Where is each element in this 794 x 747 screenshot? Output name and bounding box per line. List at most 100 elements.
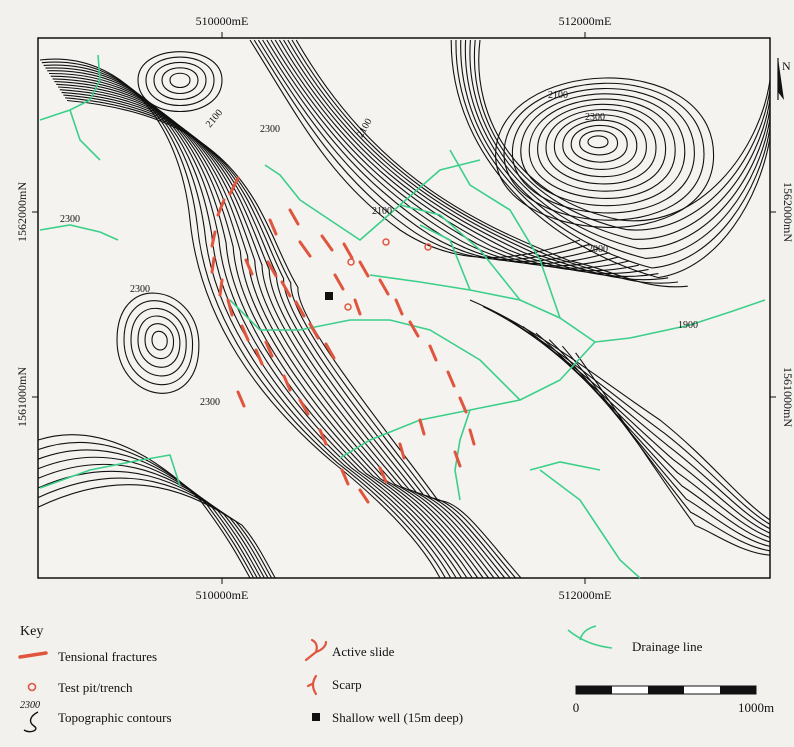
contour-line <box>579 130 619 156</box>
contour-label: 2100 <box>372 206 392 217</box>
tensional-fracture <box>282 374 292 392</box>
tensional-fracture <box>320 234 334 252</box>
contour-label: 2000 <box>588 244 608 255</box>
contour-line <box>561 345 771 552</box>
contour-line <box>63 94 511 579</box>
tensional-fracture <box>210 230 217 248</box>
contour-line <box>137 315 181 368</box>
drainage-line <box>369 274 596 343</box>
scale-bar: 0 1000m <box>573 685 774 715</box>
tensional-fracture <box>408 320 420 338</box>
contour-line <box>460 39 771 259</box>
contour-line <box>37 484 276 579</box>
tensional-fracture <box>324 342 336 360</box>
contour-line <box>495 77 715 228</box>
contour-line <box>450 39 771 279</box>
legend-contour-sample: 2300 <box>20 700 40 711</box>
contour-label: 2300 <box>130 284 150 295</box>
tensional-fracture <box>216 198 226 217</box>
contour-line <box>37 477 273 579</box>
contour-line <box>274 39 639 272</box>
tensional-fracture <box>333 273 345 291</box>
drainage-line <box>264 164 301 201</box>
test-pits <box>344 238 432 311</box>
tensional-fracture <box>288 208 300 226</box>
tensional-fracture <box>358 260 370 278</box>
top-easting-label: 510000mE <box>196 14 249 28</box>
drainage-symbol-icon <box>567 625 613 649</box>
contour-line <box>473 39 771 231</box>
shallow-well-symbol-icon <box>312 713 320 721</box>
legend-active-slide: Active slide <box>332 644 395 659</box>
drainage-line <box>39 224 119 241</box>
right-northing-label: 1561000mN <box>781 367 794 427</box>
contour-line <box>478 39 771 222</box>
contour-label: 2100 <box>548 90 568 101</box>
contour-line <box>137 51 223 112</box>
contour-line <box>116 292 200 394</box>
bottom-easting-label: 512000mE <box>559 588 612 602</box>
tensional-fracture <box>308 322 320 340</box>
test-pit <box>344 303 352 311</box>
contour-line <box>37 470 269 579</box>
contour-line <box>123 300 193 386</box>
tensional-fracture <box>210 256 216 274</box>
tensional-fracture <box>318 428 328 446</box>
contour-label: 2300 <box>260 124 280 135</box>
contour-label: 2300 <box>200 397 220 408</box>
left-northing-label: 1561000mN <box>15 367 29 427</box>
grid-ticks <box>32 32 776 584</box>
tensional-fracture <box>240 324 250 342</box>
drainage-line <box>39 54 101 121</box>
test-pit-symbol-icon <box>27 682 37 692</box>
legend-test-pit: Test pit/trench <box>58 680 133 695</box>
shallow-well-marker <box>325 292 333 300</box>
contour-line <box>537 103 667 192</box>
contour-line <box>455 39 771 269</box>
contour-line <box>161 67 199 94</box>
legend-key-title: Key <box>20 624 43 639</box>
contour-line <box>511 88 695 214</box>
test-pit <box>382 238 390 246</box>
tensional-fracture <box>468 428 476 446</box>
tensional-fracture <box>298 240 312 258</box>
drainage-line <box>69 109 101 161</box>
drainage-line <box>399 204 521 301</box>
scale-end: 1000m <box>738 700 774 715</box>
contour-line <box>587 135 609 149</box>
drainage-line <box>539 469 641 579</box>
contour-line <box>169 72 191 89</box>
contour-line <box>153 61 207 100</box>
contour-line <box>548 339 771 547</box>
drainage-line <box>594 299 766 343</box>
left-northing-label: 1562000mN <box>15 182 29 242</box>
contour-line <box>287 39 669 281</box>
contour-line <box>151 330 168 351</box>
right-northing-label: 1562000mN <box>781 182 794 242</box>
legend-drainage-line: Drainage line <box>632 639 703 654</box>
north-label: N <box>782 59 791 73</box>
contour-line <box>575 352 771 556</box>
tensional-fracture <box>458 396 468 414</box>
tensional-fracture <box>294 300 306 318</box>
tensional-fracture <box>236 390 246 408</box>
tensional-fracture <box>218 278 224 297</box>
tensional-fracture <box>268 218 278 236</box>
tensional-fracture <box>342 242 354 260</box>
contour-label: 2300 <box>60 214 80 225</box>
contour-line <box>562 119 638 170</box>
contour-line <box>144 323 175 360</box>
contour-label: 2300 <box>585 112 605 123</box>
tensional-fracture <box>353 298 362 316</box>
tensional-fracture <box>418 418 426 436</box>
tensional-fracture <box>358 488 370 504</box>
tensional-fractures <box>210 176 476 504</box>
drainage-line <box>229 299 390 331</box>
contour-line <box>130 307 187 377</box>
contour-line <box>61 91 506 579</box>
contour-line <box>464 39 771 250</box>
legend: Key Tensional fractures Test pit/trench … <box>18 624 703 733</box>
contour-line <box>528 98 676 199</box>
map-frame <box>37 37 771 579</box>
contour-line <box>535 332 771 543</box>
